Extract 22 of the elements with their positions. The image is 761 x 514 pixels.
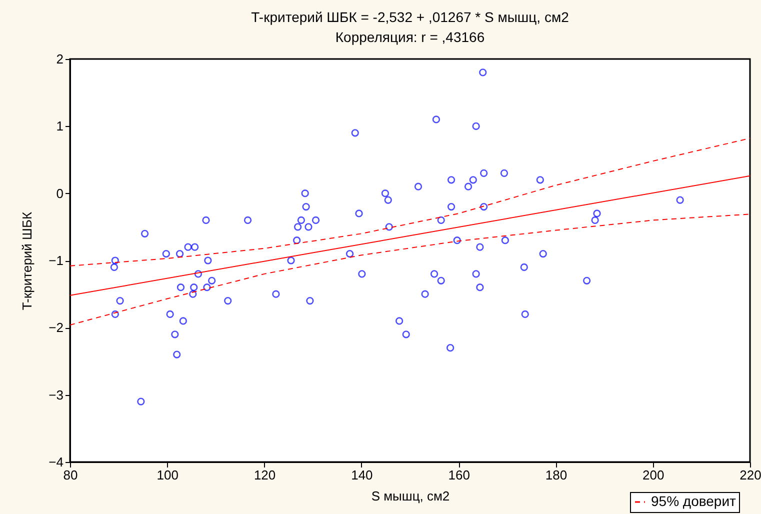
legend-label: 95% доверит xyxy=(651,493,737,509)
y-tick-label: −3 xyxy=(48,387,64,402)
x-tick-label: 100 xyxy=(156,468,178,482)
y-tick-label: 2 xyxy=(56,52,64,66)
x-tick-label: 200 xyxy=(642,468,664,482)
x-tick-label: 80 xyxy=(63,468,78,482)
y-tick-label: −2 xyxy=(48,320,64,336)
x-tick-label: 180 xyxy=(545,468,568,482)
y-tick-label: 0 xyxy=(56,186,64,201)
line-series xyxy=(70,214,750,326)
x-tick-label: 220 xyxy=(740,468,761,482)
y-tick-label: −1 xyxy=(48,253,64,268)
x-axis-title: S мышц, см2 xyxy=(371,488,450,504)
chart-title: T-критерий ШБК = -2,532 + ,01267 * S мышц, см2 xyxy=(251,9,570,25)
y-tick-label: −4 xyxy=(48,454,64,470)
y-axis-title: T-критерий ШБК xyxy=(20,211,35,310)
x-tick-label: 140 xyxy=(351,468,373,482)
line-series xyxy=(70,138,750,266)
x-tick-label: 160 xyxy=(448,468,470,482)
x-tick-label: 120 xyxy=(254,468,276,482)
chart-subtitle: Корреляция: r = ,43166 xyxy=(335,29,485,45)
y-tick-label: 1 xyxy=(56,118,64,134)
